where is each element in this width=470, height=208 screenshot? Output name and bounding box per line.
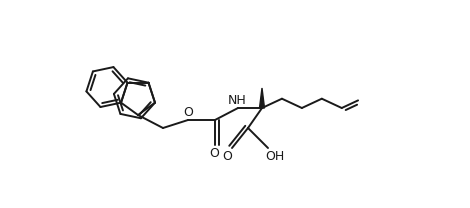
Text: O: O — [183, 106, 193, 119]
Text: OH: OH — [266, 150, 285, 163]
Text: O: O — [209, 147, 219, 160]
Polygon shape — [259, 88, 265, 108]
Text: O: O — [222, 150, 232, 163]
Text: NH: NH — [227, 94, 246, 107]
